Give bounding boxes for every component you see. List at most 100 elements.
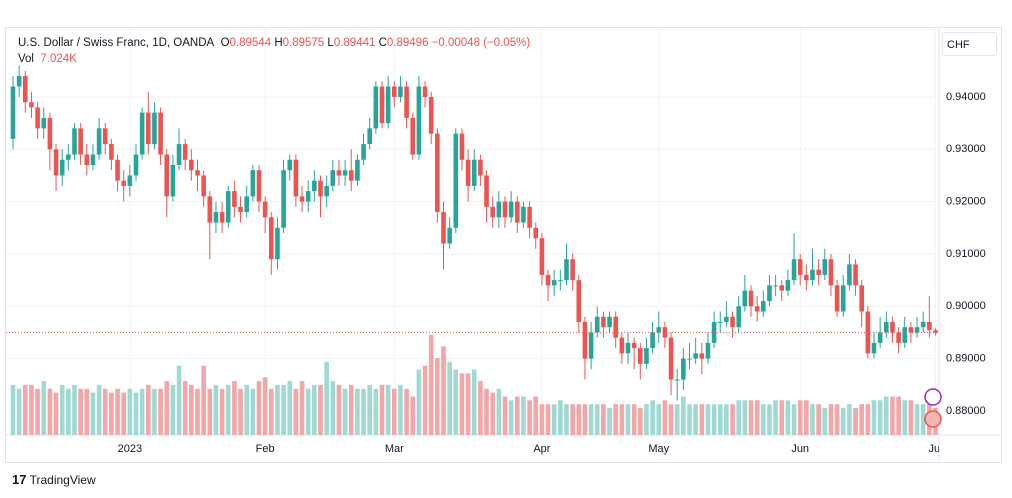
volume-bar xyxy=(355,388,360,435)
candle-body xyxy=(650,332,655,349)
volume-bar xyxy=(312,384,317,435)
h-label: H xyxy=(274,37,283,49)
candle-body xyxy=(582,321,588,359)
candle-body xyxy=(484,175,489,207)
candle-body xyxy=(361,144,366,160)
candle-body xyxy=(594,316,600,333)
volume-bar xyxy=(551,404,557,435)
volume-bar xyxy=(890,396,895,435)
candle-body xyxy=(656,327,662,333)
candle-body xyxy=(244,196,249,213)
volume-bar xyxy=(711,404,717,435)
candle-body xyxy=(66,154,71,160)
volume-bar xyxy=(754,400,760,435)
volume-bar xyxy=(453,369,459,435)
volume-bar xyxy=(853,408,858,435)
candle-body xyxy=(47,117,53,150)
volume-bar xyxy=(379,384,385,435)
volume-bar xyxy=(465,373,471,435)
candle-body xyxy=(551,280,557,286)
candle-body xyxy=(890,321,895,333)
volume-bar xyxy=(324,361,329,435)
candle-body xyxy=(35,107,40,129)
candle-body xyxy=(293,159,299,197)
volume-bar xyxy=(262,377,268,435)
volume-bar xyxy=(189,384,194,435)
volume-bar xyxy=(47,388,53,435)
candle-body xyxy=(558,280,563,282)
volume-bar xyxy=(348,384,354,435)
volume-bar xyxy=(164,381,170,435)
volume-bar xyxy=(613,404,618,435)
candle-body xyxy=(933,330,938,333)
volume-bar xyxy=(78,388,83,435)
candle-body xyxy=(287,159,293,171)
candle-body xyxy=(102,128,108,145)
candle-body xyxy=(121,180,126,186)
candle-body xyxy=(127,175,133,186)
volume-bar xyxy=(625,404,631,435)
volume-bar xyxy=(791,404,797,435)
volume-bar xyxy=(810,404,815,435)
volume-bar xyxy=(687,404,692,435)
volume-bar xyxy=(72,384,77,435)
volume-bar xyxy=(115,388,120,435)
volume-bar xyxy=(146,384,151,435)
candle-body xyxy=(201,175,206,197)
volume-bar xyxy=(631,404,637,435)
volume-bar xyxy=(478,381,483,435)
candle-body xyxy=(564,259,569,281)
event-icon[interactable] xyxy=(924,388,942,406)
l-label: L xyxy=(327,37,334,49)
volume-bar xyxy=(588,404,594,435)
volume-bar xyxy=(139,388,145,435)
candle-body xyxy=(681,358,686,380)
candle-body xyxy=(693,353,698,359)
candle-body xyxy=(761,301,766,312)
volume-bar xyxy=(16,388,22,435)
candle-body xyxy=(859,285,864,312)
candle-body xyxy=(490,206,495,218)
volume-bar xyxy=(496,388,502,435)
volume-bar xyxy=(373,388,379,435)
brand-name: TradingView xyxy=(29,473,96,487)
candle-body xyxy=(373,86,379,129)
volume-bar xyxy=(840,408,846,435)
volume-bar xyxy=(607,408,612,435)
event-icon[interactable] xyxy=(924,410,942,428)
volume-bar xyxy=(521,396,526,435)
candle-body xyxy=(471,159,477,186)
candle-body xyxy=(207,196,213,223)
candle-body xyxy=(355,159,360,181)
change: −0.00048 (−0.05%) xyxy=(431,37,531,49)
candle-body xyxy=(687,358,692,360)
candle-body xyxy=(607,316,612,328)
volume-bar xyxy=(336,384,342,435)
candle-body xyxy=(754,306,760,312)
volume-bar xyxy=(59,384,65,435)
candle-body xyxy=(115,159,120,181)
candle-body xyxy=(601,316,606,328)
candle-body xyxy=(422,86,428,97)
candle-body xyxy=(96,128,102,155)
volume-bar xyxy=(152,388,157,435)
candle-body xyxy=(312,180,317,192)
x-tick-label: May xyxy=(648,443,669,455)
candle-body xyxy=(225,191,231,223)
candle-body xyxy=(262,201,268,218)
candle-body xyxy=(189,159,194,171)
vol-label: Vol xyxy=(18,53,34,65)
candle-body xyxy=(398,86,403,97)
x-tick-label: Jun xyxy=(791,443,809,455)
candle-body xyxy=(545,274,551,286)
currency-button[interactable]: CHF xyxy=(942,32,997,56)
volume-bar xyxy=(502,396,508,435)
candle-body xyxy=(195,170,200,176)
candle-body xyxy=(834,285,840,312)
y-tick-label: 0.91000 xyxy=(946,248,986,260)
candle-body xyxy=(736,306,741,328)
candle-body xyxy=(576,280,582,322)
volume-bar xyxy=(305,388,311,435)
x-tick-label: 2023 xyxy=(118,443,142,455)
y-tick-label: 0.89000 xyxy=(946,353,986,365)
